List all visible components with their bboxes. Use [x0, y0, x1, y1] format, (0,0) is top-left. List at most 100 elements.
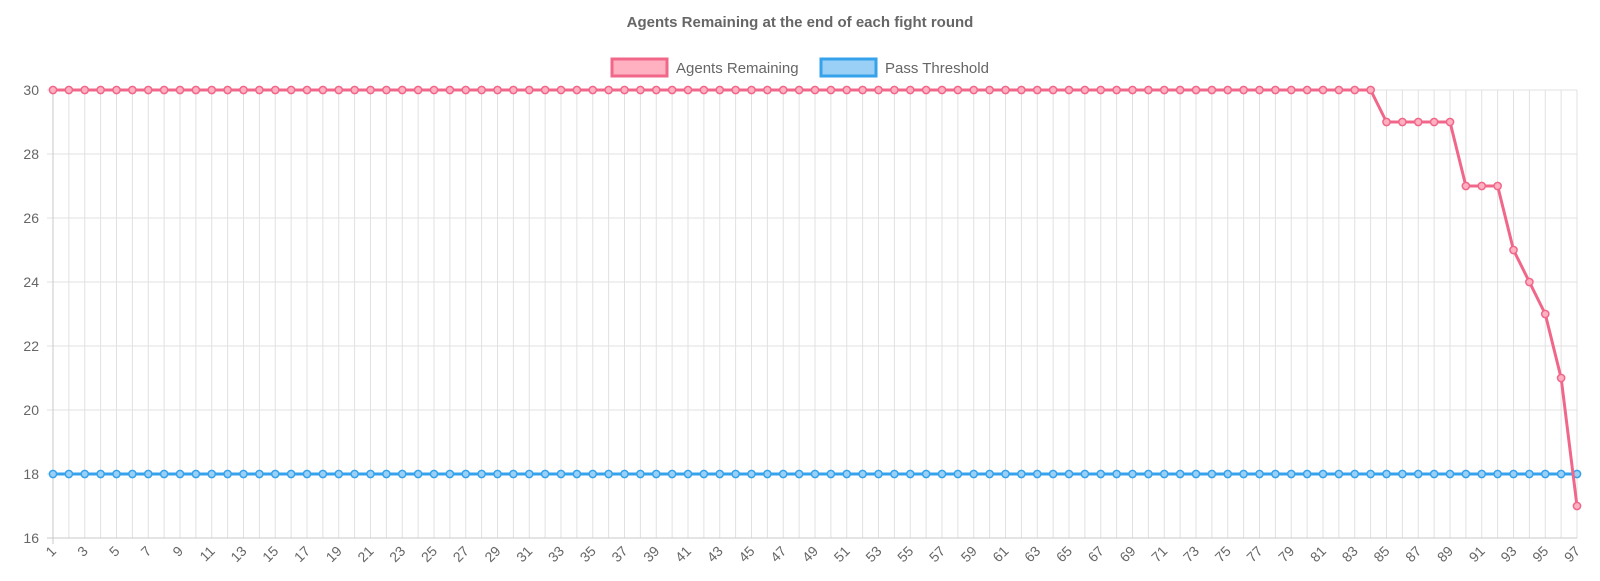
data-point[interactable] [858, 85, 867, 95]
data-point[interactable] [1112, 85, 1121, 95]
data-point[interactable] [1175, 85, 1185, 95]
data-point[interactable] [588, 85, 598, 95]
data-point[interactable] [80, 469, 90, 479]
data-point[interactable] [1128, 469, 1137, 479]
data-point[interactable] [96, 85, 105, 95]
data-point[interactable] [509, 469, 518, 479]
data-point[interactable] [286, 85, 296, 95]
data-point[interactable] [493, 469, 502, 479]
data-point[interactable] [1334, 85, 1344, 95]
data-point[interactable] [905, 469, 915, 479]
data-point[interactable] [683, 469, 693, 479]
data-point[interactable] [778, 85, 788, 95]
data-point[interactable] [651, 85, 661, 95]
data-point[interactable] [207, 85, 217, 95]
data-point[interactable] [270, 469, 280, 479]
data-point[interactable] [1556, 469, 1566, 479]
data-point[interactable] [731, 85, 740, 95]
data-point[interactable] [1445, 117, 1455, 127]
data-point[interactable] [1191, 469, 1201, 479]
data-point[interactable] [1239, 469, 1248, 479]
data-point[interactable] [1525, 277, 1534, 287]
data-point[interactable] [493, 85, 502, 95]
data-point[interactable] [1255, 85, 1264, 95]
data-point[interactable] [1286, 85, 1296, 95]
data-point[interactable] [921, 85, 931, 95]
data-point[interactable] [1509, 245, 1518, 255]
data-point[interactable] [937, 85, 947, 95]
data-point[interactable] [1159, 469, 1169, 479]
data-point[interactable] [318, 85, 328, 95]
data-point[interactable] [159, 85, 169, 95]
data-point[interactable] [334, 85, 344, 95]
data-point[interactable] [1207, 469, 1217, 479]
data-point[interactable] [524, 85, 534, 95]
data-point[interactable] [1350, 469, 1360, 479]
data-point[interactable] [1064, 469, 1074, 479]
data-point[interactable] [223, 469, 232, 479]
data-point[interactable] [1477, 469, 1487, 479]
data-point[interactable] [667, 469, 677, 479]
data-point[interactable] [1477, 181, 1487, 191]
data-point[interactable] [413, 85, 423, 95]
data-point[interactable] [318, 469, 328, 479]
data-point[interactable] [985, 469, 994, 479]
data-point[interactable] [1540, 469, 1550, 479]
data-point[interactable] [556, 85, 566, 95]
data-point[interactable] [302, 85, 312, 95]
data-point[interactable] [810, 469, 820, 479]
data-point[interactable] [1017, 85, 1026, 95]
data-point[interactable] [715, 469, 725, 479]
data-point[interactable] [1048, 85, 1058, 95]
data-point[interactable] [143, 85, 153, 95]
data-point[interactable] [80, 85, 90, 95]
data-point[interactable] [461, 469, 471, 479]
data-point[interactable] [890, 469, 899, 479]
data-point[interactable] [524, 469, 534, 479]
data-point[interactable] [890, 85, 899, 95]
data-point[interactable] [159, 469, 169, 479]
data-point[interactable] [1144, 85, 1153, 95]
data-point[interactable] [1509, 469, 1518, 479]
data-point[interactable] [255, 85, 264, 95]
data-point[interactable] [1572, 501, 1582, 511]
data-point[interactable] [540, 469, 550, 479]
data-point[interactable] [366, 85, 375, 95]
data-point[interactable] [112, 469, 121, 479]
data-point[interactable] [1001, 469, 1010, 479]
data-point[interactable] [1382, 117, 1391, 127]
data-point[interactable] [382, 469, 391, 479]
data-point[interactable] [937, 469, 947, 479]
data-point[interactable] [1366, 85, 1375, 95]
data-point[interactable] [715, 85, 725, 95]
data-point[interactable] [1223, 85, 1233, 95]
data-point[interactable] [540, 85, 550, 95]
data-point[interactable] [191, 469, 201, 479]
data-point[interactable] [1286, 469, 1296, 479]
data-point[interactable] [1032, 469, 1042, 479]
data-point[interactable] [1001, 85, 1010, 95]
data-point[interactable] [572, 85, 582, 95]
data-point[interactable] [858, 469, 867, 479]
data-point[interactable] [1429, 117, 1439, 127]
data-point[interactable] [1413, 469, 1423, 479]
data-point[interactable] [1159, 85, 1169, 95]
data-point[interactable] [334, 469, 344, 479]
legend-item-1[interactable]: Pass Threshold [819, 57, 989, 78]
data-point[interactable] [874, 85, 883, 95]
data-point[interactable] [1382, 469, 1391, 479]
data-point[interactable] [1461, 181, 1471, 191]
data-point[interactable] [1255, 469, 1264, 479]
data-point[interactable] [1318, 469, 1328, 479]
data-point[interactable] [588, 469, 598, 479]
data-point[interactable] [810, 85, 820, 95]
data-point[interactable] [255, 469, 264, 479]
data-point[interactable] [699, 85, 709, 95]
data-point[interactable] [302, 469, 312, 479]
data-point[interactable] [64, 469, 74, 479]
data-point[interactable] [350, 85, 359, 95]
data-point[interactable] [1239, 85, 1248, 95]
data-point[interactable] [239, 469, 248, 479]
data-point[interactable] [1271, 469, 1280, 479]
data-point[interactable] [477, 85, 486, 95]
